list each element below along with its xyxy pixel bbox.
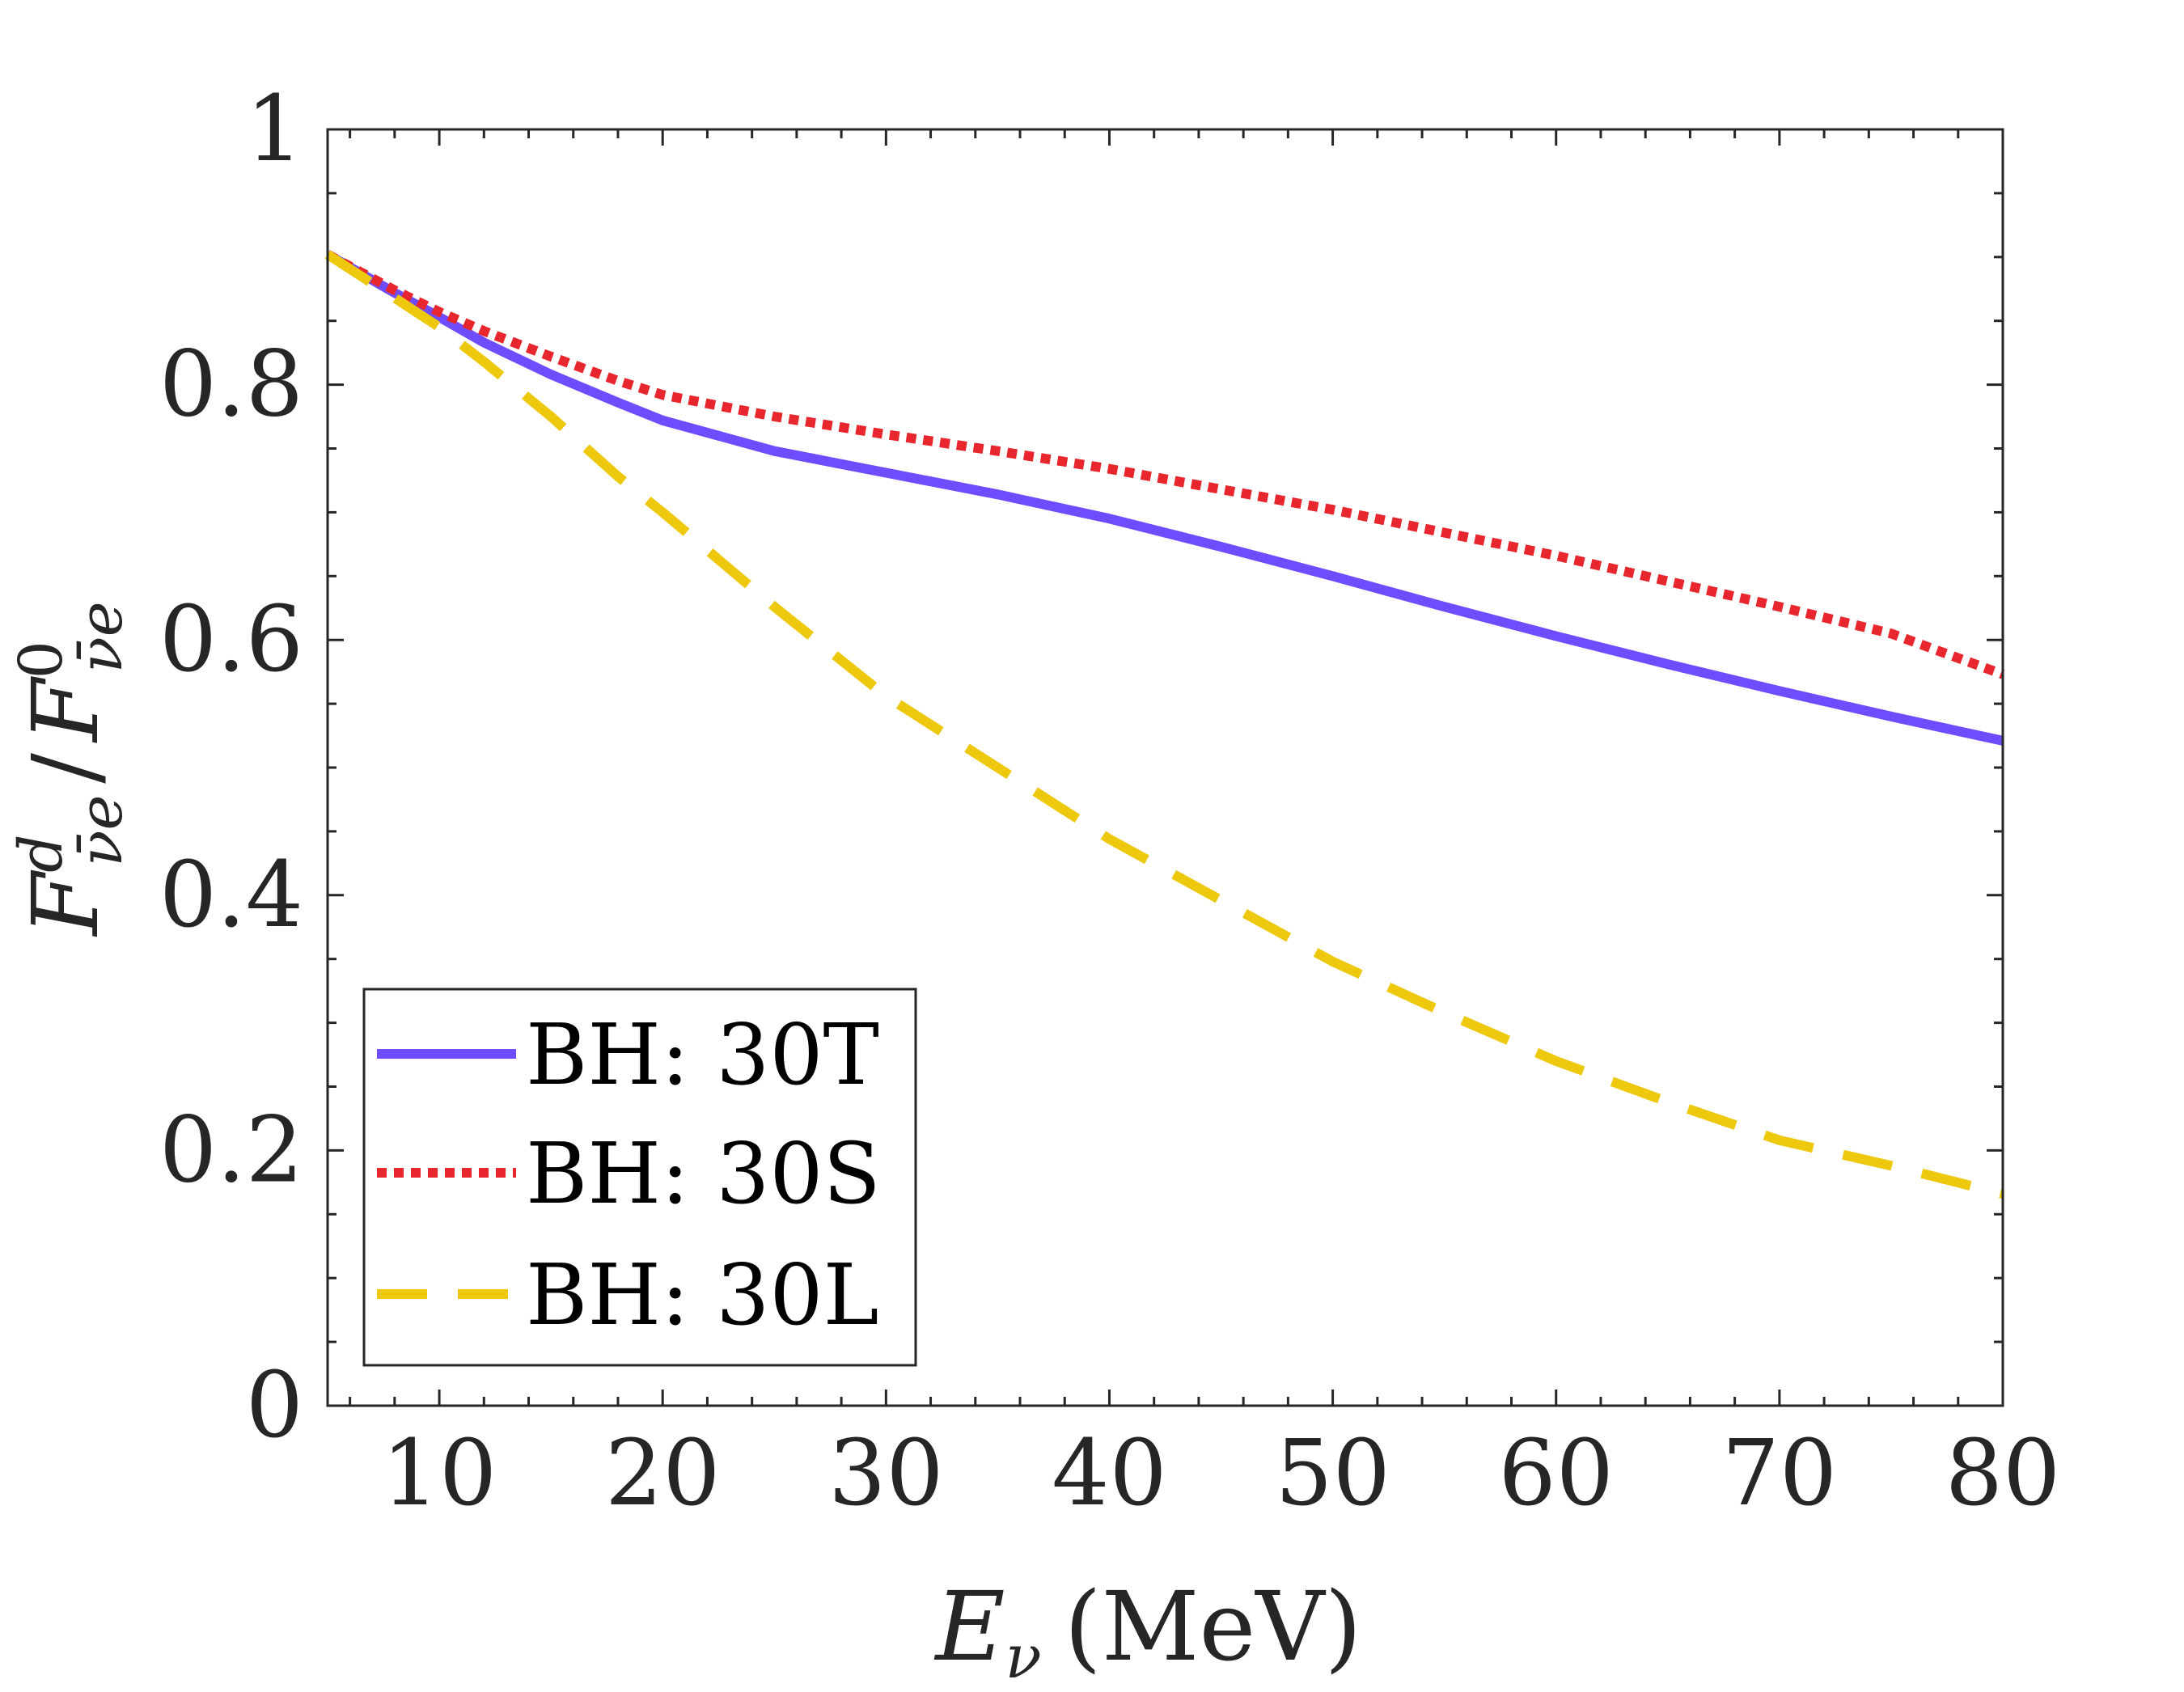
legend-label-30l: BH: 30L [526,1246,879,1344]
x-tick-label: 60 [1498,1421,1614,1526]
y-tick-label: 0.8 [159,332,303,438]
series-line-30s [325,250,2005,679]
series-lines [324,250,2005,1199]
series-line-30l [324,250,2004,1199]
y-tick-label: 0.4 [159,843,303,948]
x-tick-label: 20 [605,1421,721,1526]
y-tick-label: 0 [246,1353,303,1458]
x-tick-label: 50 [1275,1421,1390,1526]
y-axis-label: Fdν̄e/F0ν̄e [6,601,136,937]
y-tick-label: 0.2 [159,1098,303,1203]
legend-label-30t: BH: 30T [526,1005,879,1104]
legend-entry-30l: BH: 30L [377,1246,879,1344]
legend-entry-30s: BH: 30S [377,1124,881,1223]
x-tick-label: 30 [828,1421,944,1526]
legend-entry-30t: BH: 30T [377,1005,879,1104]
series-line-30t [325,250,2004,746]
plot-area-frame [326,128,2004,1407]
x-tick-label: 80 [1945,1421,2061,1526]
x-tick-label: 40 [1052,1421,1167,1526]
x-axis-label: Eν (MeV) [933,1571,1361,1692]
y-tick-label: 1 [246,77,303,182]
legend: BH: 30T BH: 30S BH: 30L [362,988,917,1367]
y-tick-labels: 0 0.2 0.4 0.6 0.8 1 [159,77,303,1458]
legend-label-30s: BH: 30S [526,1124,881,1223]
x-tick-label: 10 [382,1421,497,1526]
y-tick-label: 0.6 [159,587,303,692]
x-tick-label: 70 [1722,1421,1838,1526]
x-tick-labels: 10 20 30 40 50 60 70 80 [382,1421,2060,1526]
